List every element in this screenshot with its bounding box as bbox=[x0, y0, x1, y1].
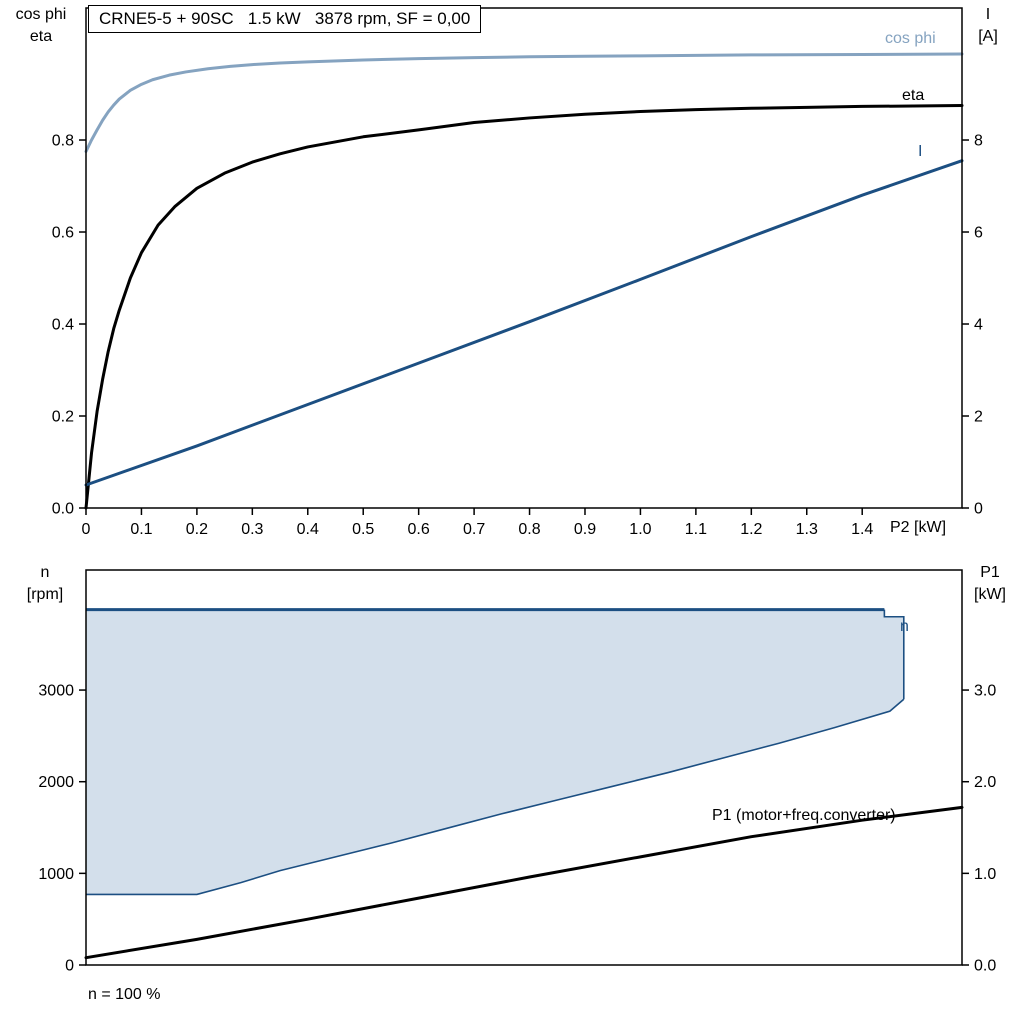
plot-border bbox=[85, 7, 963, 509]
tick-label: 1000 bbox=[38, 866, 74, 883]
tick-label: 0 bbox=[65, 958, 74, 975]
tick-label: 0 bbox=[974, 501, 983, 518]
tick-label: 8 bbox=[974, 133, 983, 150]
tick-label: 3.0 bbox=[974, 683, 996, 700]
left-axis-title-line2: eta bbox=[29, 28, 53, 45]
operating-band-area bbox=[86, 609, 904, 895]
tick-label: 0.0 bbox=[974, 958, 996, 975]
tick-label: 0.8 bbox=[518, 521, 540, 538]
right-axis-title-line2: [A] bbox=[978, 28, 998, 45]
plot-border bbox=[85, 569, 963, 966]
tick-label: 1.4 bbox=[851, 521, 873, 538]
tick-label: 1.0 bbox=[974, 866, 996, 883]
tick-label: 1.3 bbox=[796, 521, 818, 538]
curve-label-p1: P1 (motor+freq.converter) bbox=[712, 807, 896, 824]
curve-label-cos-phi: cos phi bbox=[885, 30, 936, 47]
n-axis-title-line2: [rpm] bbox=[26, 586, 64, 603]
tick-label: 0.7 bbox=[463, 521, 485, 538]
tick-label: 0.5 bbox=[352, 521, 374, 538]
series-p1 bbox=[84, 805, 964, 960]
tick-label: 6 bbox=[974, 225, 983, 242]
x-axis-title: P2 [kW] bbox=[890, 519, 947, 536]
tick-label: 2 bbox=[974, 409, 983, 426]
tick-label: 0.8 bbox=[52, 133, 74, 150]
tick-label: 2000 bbox=[38, 774, 74, 791]
tick-label: 0.2 bbox=[186, 521, 208, 538]
band-right-edge bbox=[883, 609, 905, 700]
tick-label: 0.1 bbox=[130, 521, 152, 538]
bottom-left-axis-title: n [rpm] bbox=[12, 562, 78, 606]
tick-label: 0.3 bbox=[241, 521, 263, 538]
tick-label: 1.0 bbox=[629, 521, 651, 538]
tick-label: 0.0 bbox=[52, 501, 74, 518]
p1-axis-title-line1: P1 bbox=[980, 564, 1000, 581]
bottom-right-axis-title: P1 [kW] bbox=[962, 562, 1018, 606]
tick-label: 0 bbox=[82, 521, 91, 538]
tick-label: 0.4 bbox=[297, 521, 319, 538]
tick-label: 1.1 bbox=[685, 521, 707, 538]
tick-label: 0.6 bbox=[408, 521, 430, 538]
tick-label: 3000 bbox=[38, 683, 74, 700]
curve-label-eta: eta bbox=[902, 87, 925, 104]
tick-label: 0.2 bbox=[52, 409, 74, 426]
tick-label: 1.2 bbox=[740, 521, 762, 538]
right-axis-title-line1: I bbox=[985, 6, 991, 23]
series-current bbox=[84, 159, 964, 487]
series-cos-phi bbox=[84, 52, 964, 154]
curve-label-current: I bbox=[918, 143, 923, 160]
tick-label: 0.6 bbox=[52, 225, 74, 242]
top-left-axis-title: cos phi eta bbox=[8, 4, 74, 48]
footnote-n-100: n = 100 % bbox=[88, 986, 161, 1003]
band-lower-edge-n-min bbox=[86, 698, 905, 896]
chart-title-box: CRNE5-5 + 90SC 1.5 kW 3878 rpm, SF = 0,0… bbox=[88, 5, 482, 33]
top-right-axis-title: I [A] bbox=[965, 4, 1011, 48]
chart-top: 0.0 0.2 0.4 0.6 0.8 0 2 4 6 8 0 0.1 0.2 0.3 0.4 0.5 0.6 0… bbox=[52, 7, 983, 538]
p1-axis-title-line2: [kW] bbox=[974, 586, 1006, 603]
tick-label: 2.0 bbox=[974, 774, 996, 791]
chart-bottom: 0 1000 2000 3000 0.0 1.0 2.0 3.0 bbox=[38, 569, 996, 975]
tick-label: 4 bbox=[974, 317, 983, 334]
tick-label: 0.9 bbox=[574, 521, 596, 538]
tick-label: 0.4 bbox=[52, 317, 74, 334]
left-axis-title-line1: cos phi bbox=[15, 6, 67, 23]
series-eta bbox=[84, 104, 964, 510]
n-axis-title-line1: n bbox=[40, 564, 50, 581]
band-label-n: n bbox=[900, 618, 909, 635]
